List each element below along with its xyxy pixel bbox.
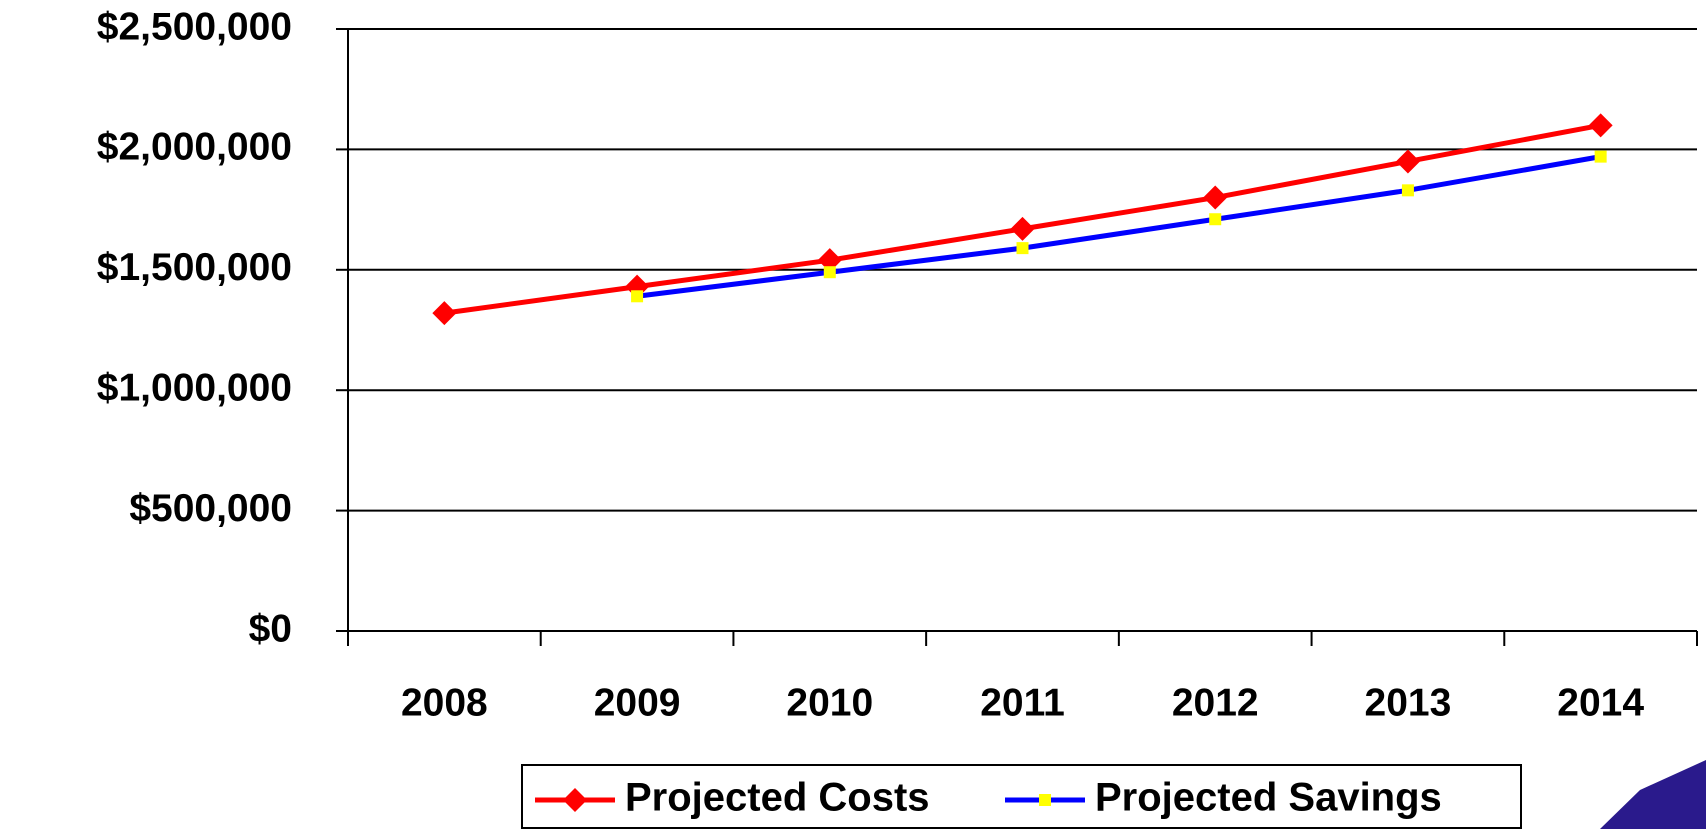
y-tick-label: $0 bbox=[249, 607, 292, 650]
y-tick-label: $1,000,000 bbox=[97, 366, 292, 409]
legend-box bbox=[521, 764, 1522, 829]
marker bbox=[563, 788, 587, 812]
marker bbox=[1203, 185, 1228, 210]
y-tick-label: $500,000 bbox=[129, 487, 292, 530]
y-tick-label: $1,500,000 bbox=[97, 246, 292, 289]
marker bbox=[1016, 242, 1029, 255]
marker bbox=[1588, 113, 1613, 138]
marker bbox=[1594, 150, 1607, 163]
y-tick-label: $2,000,000 bbox=[97, 126, 292, 169]
marker bbox=[1401, 184, 1414, 197]
marker bbox=[1010, 216, 1035, 241]
x-tick-label: 2012 bbox=[1172, 681, 1259, 724]
marker bbox=[1039, 794, 1051, 806]
marker bbox=[817, 248, 842, 273]
x-tick-label: 2013 bbox=[1365, 681, 1452, 724]
decoration bbox=[1600, 760, 1706, 829]
legend-label: Projected Savings bbox=[1095, 776, 1442, 820]
line bbox=[636, 154, 1602, 299]
marker bbox=[823, 266, 836, 279]
y-tick-label: $2,500,000 bbox=[97, 5, 292, 48]
x-tick-label: 2009 bbox=[594, 681, 681, 724]
marker bbox=[631, 290, 644, 303]
x-tick-label: 2008 bbox=[401, 681, 488, 724]
marker bbox=[1395, 149, 1420, 174]
x-tick-label: 2014 bbox=[1557, 681, 1644, 724]
x-tick-label: 2011 bbox=[980, 681, 1065, 724]
legend-label: Projected Costs bbox=[625, 776, 930, 820]
x-tick-label: 2010 bbox=[786, 681, 873, 724]
marker bbox=[1209, 213, 1222, 226]
marker bbox=[432, 301, 457, 326]
